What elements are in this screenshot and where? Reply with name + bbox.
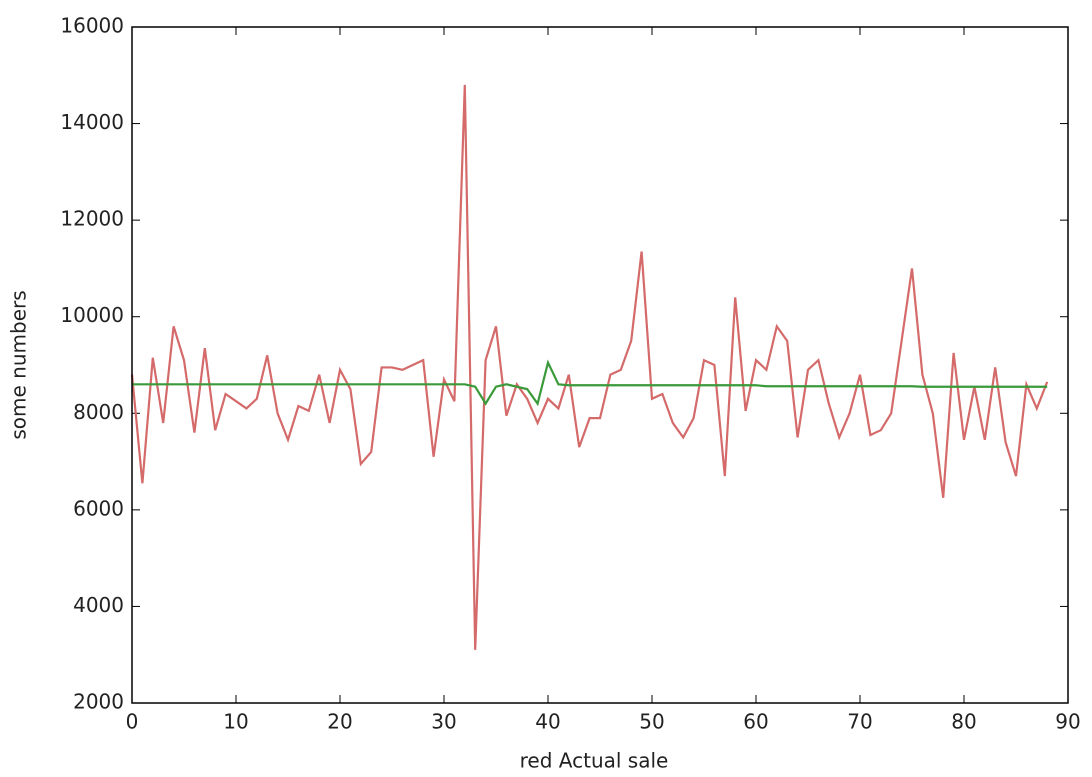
plot-frame [132, 27, 1068, 703]
y-tick-label: 2000 [73, 690, 124, 714]
y-tick-label: 4000 [73, 593, 124, 617]
x-tick-label: 20 [327, 710, 352, 734]
x-tick-label: 80 [951, 710, 976, 734]
y-tick-label: 14000 [60, 110, 124, 134]
x-tick-label: 60 [743, 710, 768, 734]
y-axis-label: some numbers [7, 290, 31, 439]
y-tick-label: 8000 [73, 400, 124, 424]
y-tick-label: 16000 [60, 14, 124, 38]
y-tick-label: 12000 [60, 207, 124, 231]
x-tick-label: 10 [223, 710, 248, 734]
data-line [132, 85, 1047, 650]
y-tick-label: 10000 [60, 303, 124, 327]
chart: red Actual sale some numbers 20004000600… [0, 0, 1092, 777]
y-tick-label: 6000 [73, 496, 124, 520]
x-tick-label: 30 [431, 710, 456, 734]
x-tick-label: 0 [126, 710, 139, 734]
x-tick-label: 90 [1055, 710, 1080, 734]
x-tick-label: 50 [639, 710, 664, 734]
x-tick-label: 70 [847, 710, 872, 734]
x-tick-label: 40 [535, 710, 560, 734]
x-axis-label: red Actual sale [520, 749, 669, 773]
